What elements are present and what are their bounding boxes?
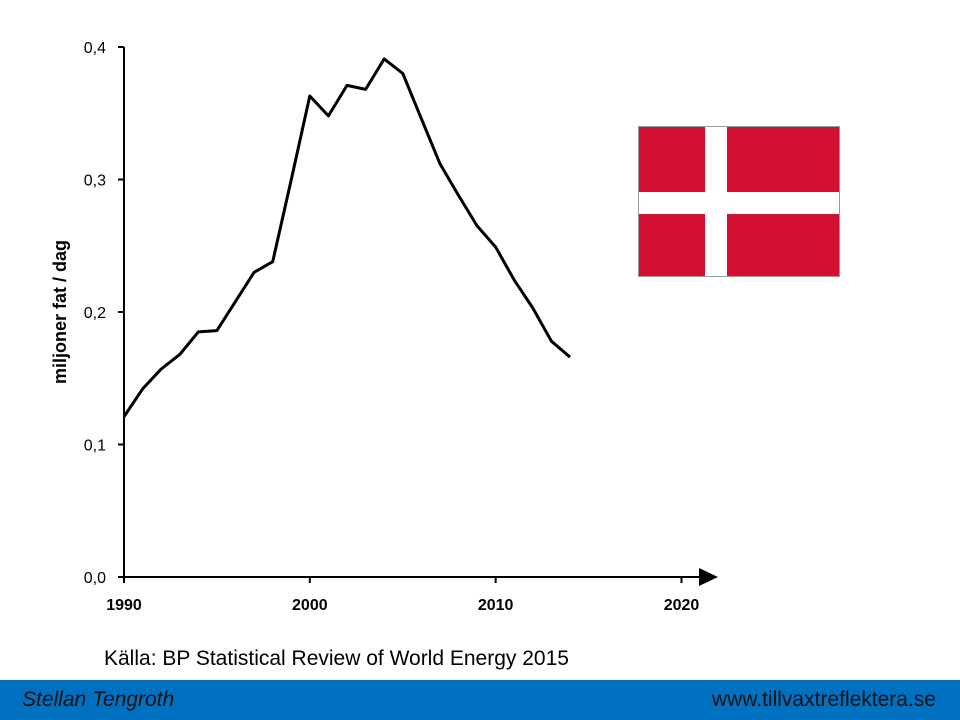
- x-axis-ticks: 1990 2000 2010 2020: [106, 577, 699, 614]
- footer-bar: Stellan Tengroth www.tillvaxtreflektera.…: [0, 680, 960, 720]
- chart-axes: [123, 47, 718, 586]
- y-axis-ticks: 0,0 0,1 0,2 0,3 0,4: [84, 40, 124, 587]
- y-tick-label: 0,3: [84, 173, 106, 190]
- flag-cross-horizontal: [639, 192, 839, 214]
- x-axis-arrow: [699, 568, 718, 586]
- x-tick-label: 1990: [106, 597, 142, 614]
- source-note: Källa: BP Statistical Review of World En…: [104, 647, 569, 670]
- y-axis-label: miljoner fat / dag: [50, 240, 70, 384]
- y-tick-label: 0,0: [84, 570, 106, 587]
- x-tick-label: 2010: [478, 597, 514, 614]
- footer-author: Stellan Tengroth: [22, 688, 175, 711]
- x-tick-label: 2020: [664, 597, 700, 614]
- y-tick-label: 0,1: [84, 438, 106, 455]
- denmark-flag: [638, 126, 840, 277]
- x-tick-label: 2000: [292, 597, 328, 614]
- footer-url[interactable]: www.tillvaxtreflektera.se: [711, 688, 936, 711]
- series-group: [122, 57, 571, 418]
- y-tick-label: 0,4: [84, 40, 106, 57]
- y-tick-label: 0,2: [84, 305, 106, 322]
- series-line: [122, 57, 571, 418]
